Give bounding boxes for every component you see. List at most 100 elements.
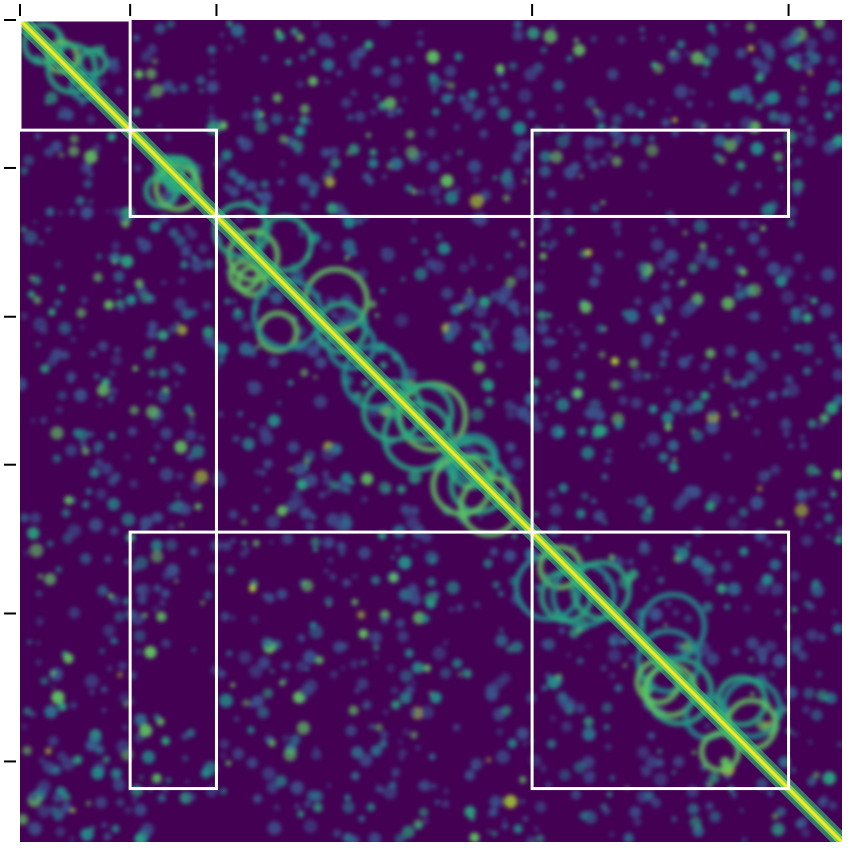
contact-blob (272, 93, 283, 103)
contact-blob (310, 536, 321, 547)
contact-blob (358, 815, 365, 823)
contact-blob (61, 757, 75, 771)
contact-blob (326, 39, 335, 48)
contact-blob (89, 518, 103, 532)
contact-blob (653, 63, 664, 74)
contact-blob (140, 292, 152, 304)
contact-blob (801, 342, 814, 355)
contact-blob (60, 802, 72, 814)
contact-blob (607, 648, 622, 663)
contact-blob (588, 276, 600, 288)
contact-blob (180, 260, 189, 269)
contact-blob (290, 27, 299, 36)
contact-blob (659, 360, 666, 367)
contact-blob (502, 194, 511, 202)
contact-blob (777, 165, 783, 172)
contact-blob (668, 269, 674, 275)
contact-blob (117, 672, 123, 678)
contact-blob (611, 114, 623, 125)
contact-blob (558, 483, 569, 493)
contact-blob (802, 705, 811, 714)
contact-blob (573, 329, 581, 337)
contact-blob (489, 326, 495, 331)
contact-blob (176, 472, 184, 480)
contact-blob (174, 440, 188, 454)
contact-blob (186, 728, 196, 738)
contact-blob (318, 491, 326, 499)
contact-blob (399, 756, 404, 761)
contact-blob (510, 640, 523, 653)
contact-blob (568, 323, 574, 329)
contact-blob (326, 202, 339, 215)
contact-blob (300, 368, 309, 377)
contact-blob (397, 630, 409, 643)
contact-blob (135, 648, 142, 655)
contact-blob (665, 340, 671, 346)
contact-blob (29, 711, 36, 718)
contact-blob (434, 799, 440, 805)
contact-blob (226, 20, 233, 27)
contact-blob (464, 806, 476, 818)
contact-blob (624, 309, 639, 324)
contact-blob (783, 430, 790, 438)
contact-blob (684, 614, 693, 623)
contact-blob (241, 519, 247, 525)
contact-blob (426, 577, 436, 587)
contact-blob (395, 313, 409, 328)
contact-blob (122, 700, 130, 708)
contact-blob (219, 693, 234, 708)
contact-blob (241, 111, 250, 121)
contact-blob (629, 806, 642, 818)
contact-blob (94, 744, 105, 755)
contact-blob (326, 489, 331, 495)
contact-blob (104, 555, 112, 563)
contact-blob (179, 522, 184, 527)
contact-blob (808, 739, 813, 745)
contact-blob (664, 423, 673, 432)
contact-blob (296, 721, 311, 735)
contact-blob (526, 26, 540, 40)
contact-blob (769, 559, 781, 571)
contact-blob (791, 606, 798, 613)
contact-blob (804, 274, 811, 280)
contact-blob (627, 558, 634, 566)
contact-blob (387, 664, 395, 672)
contact-blob (834, 535, 842, 545)
contact-blob (779, 185, 784, 190)
contact-blob (157, 329, 169, 341)
contact-blob (63, 653, 74, 664)
contact-blob (750, 496, 764, 510)
contact-blob (748, 657, 754, 663)
contact-blob (391, 700, 401, 710)
contact-blob (583, 534, 592, 542)
contact-blob (171, 87, 178, 94)
contact-blob (655, 758, 665, 768)
contact-blob (409, 505, 420, 516)
contact-blob (674, 84, 689, 99)
contact-blob (705, 348, 716, 359)
contact-blob (798, 116, 807, 125)
contact-blob (469, 259, 476, 267)
contact-blob (127, 426, 138, 436)
contact-blob (469, 832, 480, 842)
contact-blob (487, 264, 493, 270)
contact-ring (227, 258, 262, 293)
contact-blob (483, 558, 493, 569)
contact-blob (160, 427, 173, 440)
contact-blob (776, 519, 784, 527)
contact-blob (459, 263, 469, 273)
contact-blob (337, 542, 347, 553)
contact-blob (348, 705, 359, 716)
contact-blob (190, 444, 205, 459)
contact-blob (336, 70, 343, 77)
contact-blob (472, 176, 480, 184)
contact-blob (327, 557, 334, 563)
contact-blob (806, 629, 818, 642)
contact-blob (692, 119, 703, 130)
contact-blob (573, 37, 579, 43)
contact-blob (91, 766, 105, 780)
contact-blob (124, 294, 137, 307)
contact-blob (748, 398, 758, 407)
contact-blob (57, 390, 67, 401)
contact-blob (237, 411, 243, 417)
